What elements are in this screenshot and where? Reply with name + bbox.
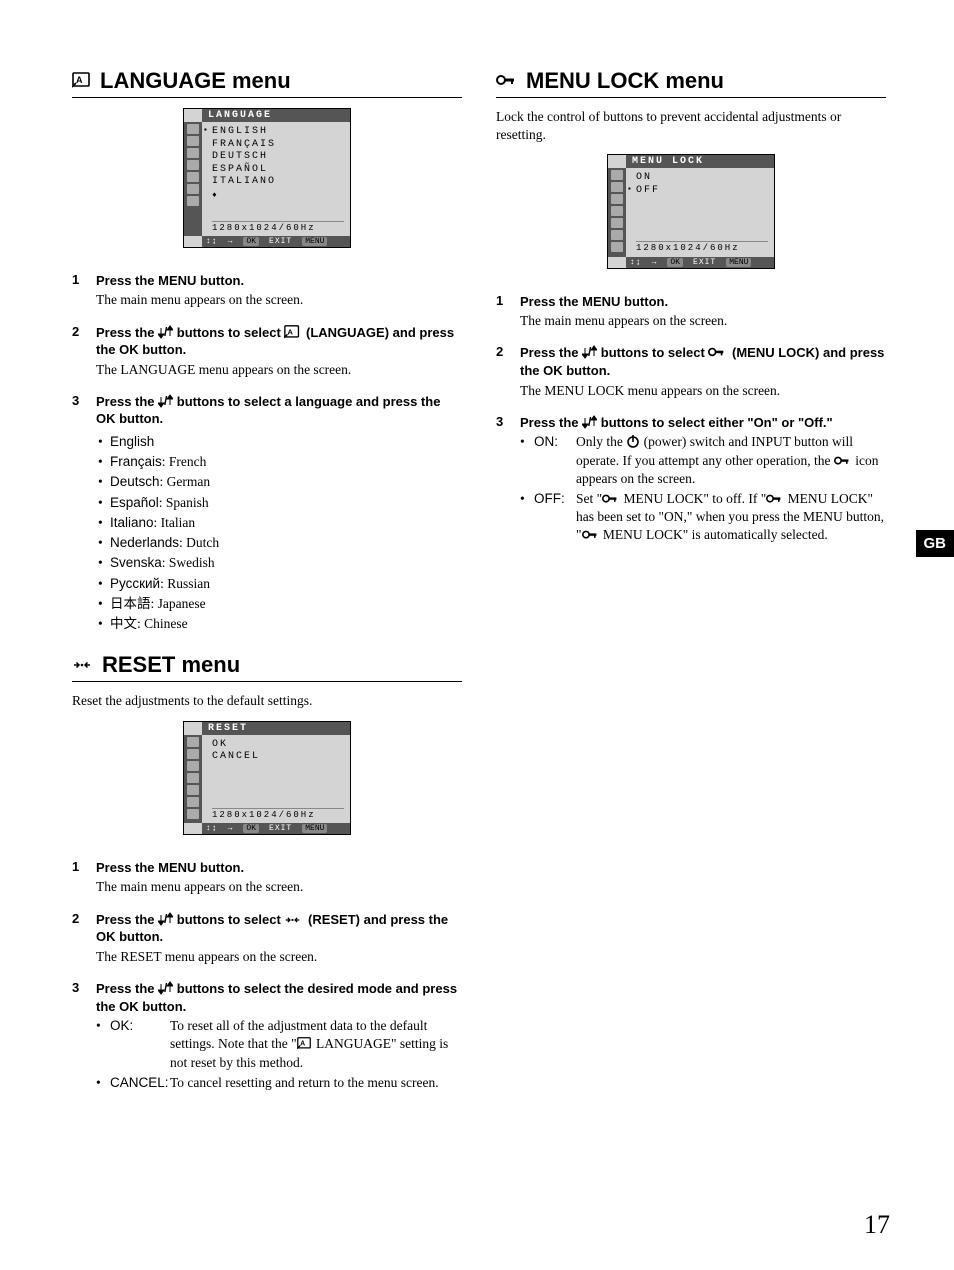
osd-sidebar: [184, 122, 202, 236]
def-on: • ON: Only the (power) switch and INPUT …: [520, 433, 886, 488]
reset-icon: [72, 658, 94, 672]
svg-text:/: /: [164, 981, 168, 995]
osd-sidebar: [184, 735, 202, 823]
reset-icon: [284, 914, 304, 926]
language-icon: [72, 72, 92, 90]
osd-main: OK CANCEL 1280x1024/60Hz: [202, 735, 350, 823]
menulock-section-title: MENU LOCK menu: [496, 68, 886, 98]
osd-footer: ↕↨→OKEXITMENU: [202, 236, 350, 247]
menulock-osd: MENU LOCK ON OFF 1280x1024/60Hz ↕↨→OKEXI…: [496, 154, 886, 268]
key-lock-icon: [582, 529, 600, 541]
language-icon: [284, 325, 302, 339]
osd-main: ENGLISH FRANÇAIS DEUTSCH ESPAÑOL ITALIAN…: [202, 122, 350, 236]
power-icon: [626, 434, 640, 448]
osd-title: MENU LOCK: [626, 155, 774, 168]
osd-footer: ↕↨→OKEXITMENU: [626, 257, 774, 268]
reset-title-text: RESET menu: [102, 652, 240, 678]
menulock-title-text: MENU LOCK menu: [526, 68, 724, 94]
language-title-text: LANGUAGE menu: [100, 68, 291, 94]
step-head: Press the MENU button.: [520, 293, 886, 311]
osd-footer: ↕↨→OKEXITMENU: [202, 823, 350, 834]
svg-text:/: /: [164, 912, 168, 926]
down-up-arrows-icon: /: [158, 394, 173, 408]
step-body: The main menu appears on the screen.: [96, 878, 462, 896]
down-up-arrows-icon: /: [582, 345, 597, 359]
step-head: Press the / buttons to select (LANGUAGE)…: [96, 324, 462, 359]
language-steps: Press the MENU button. The main menu app…: [72, 272, 462, 635]
down-up-arrows-icon: /: [158, 981, 173, 995]
menulock-steps: Press the MENU button. The main menu app…: [496, 293, 886, 545]
step-body: The main menu appears on the screen.: [520, 312, 886, 330]
def-ok: • OK: To reset all of the adjustment dat…: [96, 1017, 462, 1072]
step-body: The LANGUAGE menu appears on the screen.: [96, 361, 462, 379]
step-head: Press the / buttons to select (RESET) an…: [96, 911, 462, 946]
reset-section-title: RESET menu: [72, 652, 462, 682]
language-icon: [297, 1037, 313, 1050]
reset-steps: Press the MENU button. The main menu app…: [72, 859, 462, 1092]
def-off: • OFF: Set " MENU LOCK" to off. If " MEN…: [520, 490, 886, 545]
step-head: Press the / buttons to select either "On…: [520, 414, 886, 432]
down-up-arrows-icon: /: [582, 415, 597, 429]
svg-text:/: /: [164, 394, 168, 408]
step-body: The MENU LOCK menu appears on the screen…: [520, 382, 886, 400]
language-list: English Français: French Deutsch: German…: [96, 432, 462, 635]
svg-text:/: /: [164, 325, 168, 339]
svg-text:/: /: [588, 415, 592, 429]
step-head: Press the / buttons to select a language…: [96, 393, 462, 428]
osd-title: RESET: [202, 722, 350, 735]
key-lock-icon: [602, 493, 620, 505]
reset-intro: Reset the adjustments to the default set…: [72, 692, 462, 710]
language-osd: LANGUAGE ENGLISH FRANÇAIS DEUTSCH ESPAÑO…: [72, 108, 462, 248]
down-up-arrows-icon: /: [158, 912, 173, 926]
step-head: Press the MENU button.: [96, 272, 462, 290]
svg-text:/: /: [588, 345, 592, 359]
step-head: Press the / buttons to select (MENU LOCK…: [520, 344, 886, 379]
key-lock-icon: [496, 73, 518, 89]
menulock-intro: Lock the control of buttons to prevent a…: [496, 108, 886, 144]
key-lock-icon: [766, 493, 784, 505]
language-section-title: LANGUAGE menu: [72, 68, 462, 98]
osd-main: ON OFF 1280x1024/60Hz: [626, 168, 774, 256]
page-number: 17: [864, 1210, 890, 1240]
key-lock-icon: [708, 346, 728, 359]
region-tab: GB: [916, 530, 954, 557]
osd-sidebar: [608, 168, 626, 256]
reset-osd: RESET OK CANCEL 1280x1024/60Hz ↕↨→OKEXIT…: [72, 721, 462, 835]
def-cancel: • CANCEL: To cancel resetting and return…: [96, 1074, 462, 1092]
step-head: Press the / buttons to select the desire…: [96, 980, 462, 1015]
step-body: The RESET menu appears on the screen.: [96, 948, 462, 966]
osd-title: LANGUAGE: [202, 109, 350, 122]
key-lock-icon: [834, 455, 852, 467]
down-up-arrows-icon: /: [158, 325, 173, 339]
step-head: Press the MENU button.: [96, 859, 462, 877]
step-body: The main menu appears on the screen.: [96, 291, 462, 309]
